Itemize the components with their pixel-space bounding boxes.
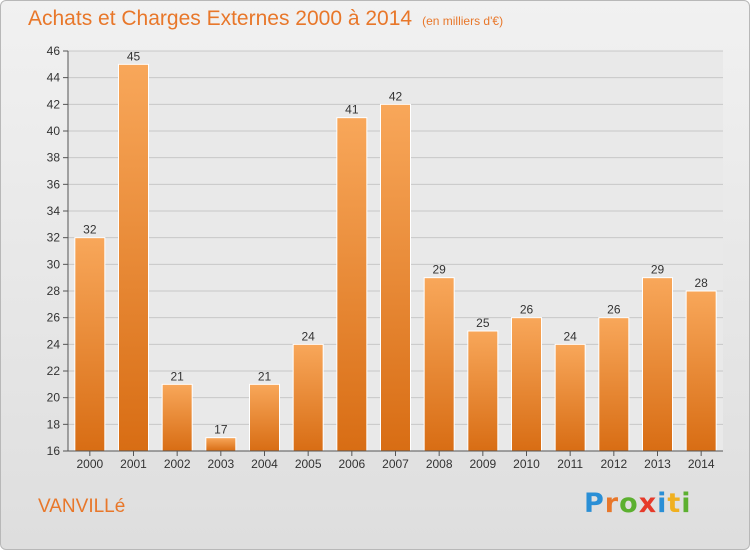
y-tick-label: 38 xyxy=(47,151,61,165)
value-label-2005: 24 xyxy=(301,329,315,343)
x-tick-label-2011: 2011 xyxy=(557,457,583,471)
value-label-2006: 41 xyxy=(345,103,359,117)
y-tick-label: 42 xyxy=(47,97,61,111)
bar-2006 xyxy=(336,117,368,452)
logo-letter: r xyxy=(604,488,620,519)
x-tick-label-2000: 2000 xyxy=(76,457,103,471)
y-tick-label: 46 xyxy=(47,44,61,58)
y-tick-label: 24 xyxy=(47,337,61,351)
chart-subtitle: (en milliers d'€) xyxy=(422,14,504,28)
x-tick-label-2005: 2005 xyxy=(295,457,322,471)
bar-2013 xyxy=(642,277,673,452)
y-tick-label: 34 xyxy=(47,204,61,218)
proxiti-logo: Proxiti xyxy=(584,488,692,519)
logo-letter: i xyxy=(657,488,668,519)
logo-letter: t xyxy=(667,488,682,519)
x-tick-label-2012: 2012 xyxy=(600,457,627,471)
logo-letter: o xyxy=(619,488,639,519)
x-tick-label-2008: 2008 xyxy=(426,457,453,471)
x-tick-label-2014: 2014 xyxy=(688,457,715,471)
x-tick-label-2009: 2009 xyxy=(469,457,496,471)
y-tick-label: 30 xyxy=(47,257,61,271)
value-label-2009: 25 xyxy=(476,316,490,330)
value-label-2012: 26 xyxy=(607,303,621,317)
chart-title: Achats et Charges Externes 2000 à 2014 (e… xyxy=(28,7,503,31)
x-tick-label-2003: 2003 xyxy=(207,457,234,471)
logo-letter: P xyxy=(584,488,605,519)
bar-2011 xyxy=(554,343,586,452)
logo-letter: i xyxy=(681,488,692,519)
y-tick-label: 22 xyxy=(47,364,61,378)
value-label-2007: 42 xyxy=(389,89,403,103)
y-tick-label: 26 xyxy=(47,311,61,325)
value-label-2014: 28 xyxy=(694,276,708,290)
bar-2010 xyxy=(511,317,542,452)
logo-letter: x xyxy=(638,488,658,519)
y-tick-label: 16 xyxy=(47,444,61,458)
y-tick-label: 28 xyxy=(47,284,61,298)
x-tick-label-2006: 2006 xyxy=(338,457,365,471)
x-tick-label-2010: 2010 xyxy=(513,457,540,471)
place-name: VANVILLé xyxy=(38,496,126,517)
y-tick-label: 44 xyxy=(47,71,61,85)
value-label-2008: 29 xyxy=(432,263,446,277)
value-label-2000: 32 xyxy=(83,223,97,237)
x-tick-label-2013: 2013 xyxy=(644,457,671,471)
y-tick-label: 32 xyxy=(47,231,61,245)
bar-2008 xyxy=(423,277,455,452)
value-label-2004: 21 xyxy=(258,369,272,383)
x-tick-label-2007: 2007 xyxy=(382,457,409,471)
value-label-2002: 21 xyxy=(170,369,184,383)
bar-2002 xyxy=(161,383,193,452)
chart-title-text: Achats et Charges Externes 2000 à 2014 xyxy=(28,7,413,30)
y-tick-label: 36 xyxy=(47,177,61,191)
value-label-2013: 29 xyxy=(651,263,665,277)
bar-2014 xyxy=(685,290,717,452)
value-label-2003: 17 xyxy=(214,423,228,437)
y-tick-label: 20 xyxy=(47,391,61,405)
value-label-2011: 24 xyxy=(563,329,577,343)
value-label-2001: 45 xyxy=(127,49,141,63)
bar-2003 xyxy=(205,437,237,452)
bar-2004 xyxy=(249,383,280,452)
bar-2001 xyxy=(118,63,149,452)
bar-2012 xyxy=(598,317,630,452)
x-tick-label-2002: 2002 xyxy=(164,457,191,471)
bar-2005 xyxy=(292,343,324,452)
y-tick-label: 18 xyxy=(47,417,61,431)
x-tick-label-2001: 2001 xyxy=(120,457,147,471)
y-tick-label: 40 xyxy=(47,124,61,138)
value-label-2010: 26 xyxy=(520,303,534,317)
bar-2009 xyxy=(467,330,499,452)
x-tick-label-2004: 2004 xyxy=(251,457,278,471)
bar-2007 xyxy=(380,103,411,452)
bar-2000 xyxy=(74,237,106,452)
